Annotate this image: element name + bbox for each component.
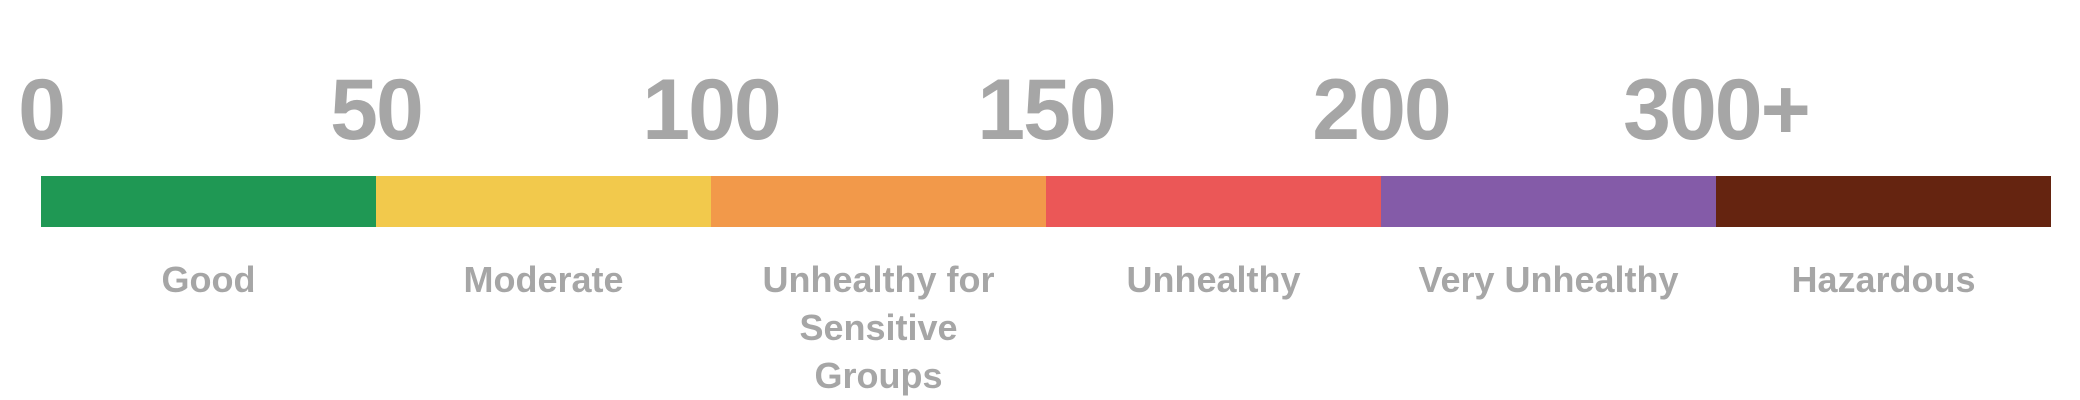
level-label: Hazardous: [1791, 259, 1976, 300]
level-label: Moderate: [463, 259, 624, 300]
breakpoint-label: 100: [642, 62, 781, 158]
level-bar: [41, 176, 376, 227]
level-bar: [1381, 176, 1716, 227]
level-label: Unhealthy for Sensitive Groups: [762, 259, 995, 396]
level-label: Unhealthy: [1126, 259, 1301, 300]
breakpoint-label: 200: [1312, 62, 1451, 158]
level-bar: [711, 176, 1046, 227]
breakpoint-label: 50: [330, 62, 424, 158]
breakpoint-label: 150: [977, 62, 1116, 158]
level-bar: [1716, 176, 2051, 227]
level-bar: [376, 176, 711, 227]
level-label: Very Unhealthy: [1418, 259, 1679, 300]
level-label: Good: [161, 259, 256, 300]
breakpoint-label: 0: [18, 62, 66, 158]
breakpoint-label: 300+: [1623, 62, 1811, 158]
level-bar: [1046, 176, 1381, 227]
